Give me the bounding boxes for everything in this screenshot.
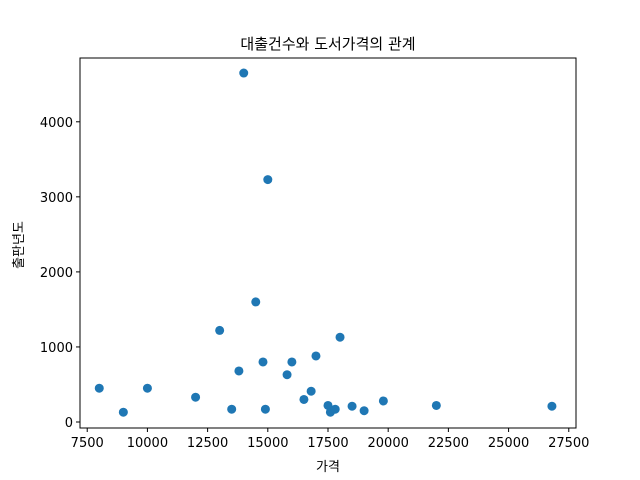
chart-title: 대출건수와 도서가격의 관계 [240, 35, 415, 53]
scatter-point [263, 175, 273, 185]
y-tick-label: 3000 [40, 191, 73, 206]
scatter-point [191, 392, 201, 402]
x-tick-label: 12500 [187, 436, 228, 451]
scatter-point [299, 394, 309, 404]
plot-frame [79, 57, 577, 429]
x-tick-label: 20000 [368, 436, 409, 451]
scatter-point [378, 396, 388, 406]
scatter-point [306, 386, 316, 396]
y-tick-label: 1000 [40, 341, 73, 356]
scatter-point [227, 404, 237, 414]
scatter-point [347, 401, 357, 411]
scatter-point [215, 325, 225, 335]
x-tick-label: 25000 [488, 436, 529, 451]
scatter-point [234, 366, 244, 376]
ticks-layer: 7500 10000 12500 15000 17500 20000 22500 25000 2… [40, 116, 590, 451]
scatter-point [118, 407, 128, 417]
y-tick-label: 2000 [40, 266, 73, 281]
scatter-point [239, 68, 249, 78]
x-tick-label: 15000 [247, 436, 288, 451]
scatter-point [330, 404, 340, 414]
y-tick-label: 0 [65, 416, 73, 431]
points-layer [94, 68, 557, 417]
scatter-point [258, 357, 268, 367]
x-tick-label: 10000 [127, 436, 168, 451]
x-tick-label: 22500 [428, 436, 469, 451]
scatter-point [547, 401, 557, 411]
scatter-point [94, 383, 104, 393]
scatter-point [282, 370, 292, 380]
scatter-point [142, 383, 152, 393]
x-tick-label: 27500 [548, 436, 589, 451]
scatter-point [359, 406, 369, 416]
y-tick-label: 4000 [40, 116, 73, 131]
x-tick-label: 17500 [307, 436, 348, 451]
x-tick-label: 7500 [71, 436, 104, 451]
scatter-point [260, 404, 270, 414]
scatter-point [431, 400, 441, 410]
scatter-point [335, 332, 345, 342]
scatter-point [287, 357, 297, 367]
x-axis-label: 가격 [316, 460, 340, 475]
scatter-point [311, 351, 321, 361]
y-axis-label: 출판년도 [12, 221, 27, 269]
scatter-point [251, 297, 261, 307]
scatter-point [323, 400, 333, 410]
